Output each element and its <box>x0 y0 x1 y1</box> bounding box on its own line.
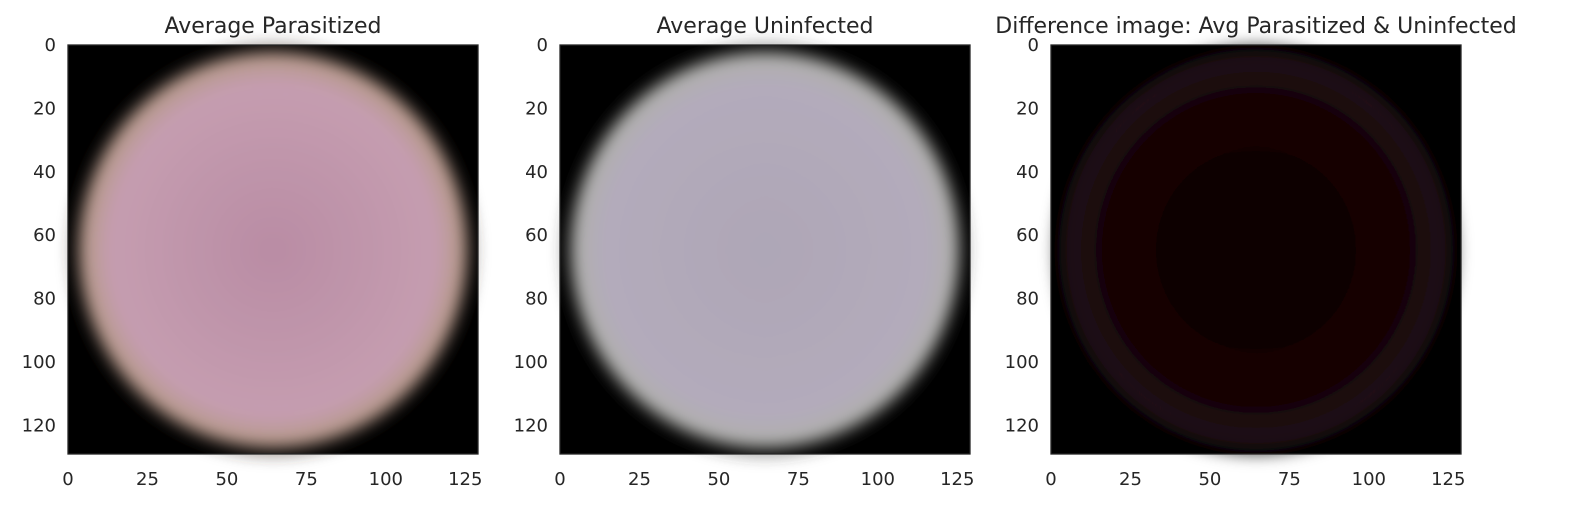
y-tick-label: 60 <box>1016 225 1039 246</box>
x-tick-label: 100 <box>1352 469 1386 490</box>
y-tick-label: 60 <box>33 225 56 246</box>
y-tick-label: 20 <box>1016 98 1039 119</box>
y-tick-label: 120 <box>514 415 548 436</box>
x-axis: 0 25 50 75 100 125 <box>1045 469 1465 490</box>
y-tick-label: 100 <box>1005 352 1039 373</box>
y-tick-label: 80 <box>1016 289 1039 310</box>
y-tick-label: 20 <box>525 98 548 119</box>
panel-title: Average Parasitized <box>165 14 382 39</box>
panel-title: Difference image: Avg Parasitized & Unin… <box>995 14 1516 39</box>
difference-image <box>1048 38 1464 462</box>
x-tick-label: 25 <box>628 469 651 490</box>
y-tick-label: 60 <box>525 225 548 246</box>
x-tick-label: 25 <box>1119 469 1142 490</box>
x-tick-label: 100 <box>861 469 895 490</box>
y-tick-label: 80 <box>525 289 548 310</box>
x-tick-label: 0 <box>1045 469 1056 490</box>
x-tick-label: 50 <box>215 469 238 490</box>
y-tick-label: 40 <box>1016 162 1039 183</box>
y-axis: 0 20 40 60 80 100 120 <box>22 35 56 436</box>
x-tick-label: 25 <box>136 469 159 490</box>
axes-frame <box>67 44 479 455</box>
x-tick-label: 50 <box>1198 469 1221 490</box>
x-tick-label: 75 <box>295 469 318 490</box>
axes-frame <box>559 44 971 455</box>
y-axis: 0 20 40 60 80 100 120 <box>514 35 548 436</box>
panel-average-uninfected: Average Uninfected 0 25 50 75 100 125 0 20 40 60… <box>514 14 975 490</box>
average-cell-image <box>557 38 973 462</box>
y-tick-label: 40 <box>525 162 548 183</box>
x-tick-label: 50 <box>707 469 730 490</box>
x-tick-label: 0 <box>554 469 565 490</box>
y-tick-label: 100 <box>514 352 548 373</box>
y-tick-label: 0 <box>1028 35 1039 56</box>
y-tick-label: 0 <box>537 35 548 56</box>
x-axis: 0 25 50 75 100 125 <box>62 469 482 490</box>
x-tick-label: 100 <box>369 469 403 490</box>
x-tick-label: 125 <box>1431 469 1465 490</box>
x-tick-label: 75 <box>1278 469 1301 490</box>
y-tick-label: 120 <box>1005 415 1039 436</box>
x-tick-label: 125 <box>448 469 482 490</box>
x-tick-label: 75 <box>787 469 810 490</box>
x-axis: 0 25 50 75 100 125 <box>554 469 974 490</box>
y-tick-label: 100 <box>22 352 56 373</box>
y-tick-label: 40 <box>33 162 56 183</box>
y-tick-label: 120 <box>22 415 56 436</box>
x-tick-label: 125 <box>940 469 974 490</box>
y-tick-label: 80 <box>33 289 56 310</box>
y-axis: 0 20 40 60 80 100 120 <box>1005 35 1039 436</box>
panel-title: Average Uninfected <box>657 14 874 39</box>
y-tick-label: 20 <box>33 98 56 119</box>
x-tick-label: 0 <box>62 469 73 490</box>
panel-difference-image: Difference image: Avg Parasitized & Unin… <box>995 14 1516 490</box>
axes-frame <box>1050 44 1462 455</box>
average-cell-image <box>65 38 481 462</box>
y-tick-label: 0 <box>45 35 56 56</box>
panel-average-parasitized: Average Parasitized 0 25 50 75 100 125 0 20 40 6… <box>22 14 483 490</box>
